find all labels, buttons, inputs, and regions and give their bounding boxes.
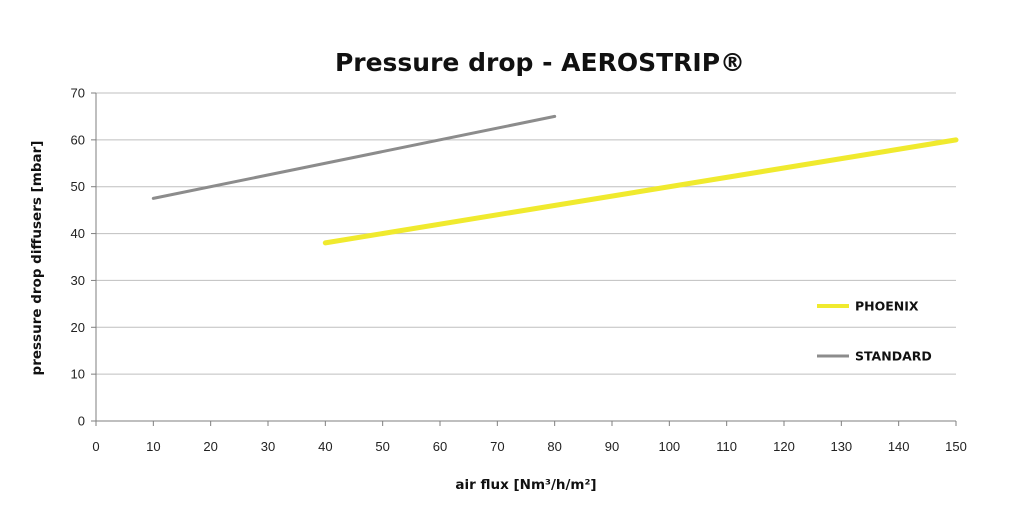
x-tick-label-130: 130 [830,439,852,454]
grid-lines [96,92,956,375]
x-tick-label-30: 30 [261,439,275,454]
x-tick-label-0: 0 [92,439,99,454]
y-tick-label-10: 10 [71,367,85,382]
x-tick-label-80: 80 [547,439,561,454]
x-tick-label-50: 50 [375,439,389,454]
chart-title: Pressure drop - AEROSTRIP® [335,48,745,77]
series-line-phoenix [322,137,959,246]
legend: PHOENIX STANDARD [817,299,932,364]
y-tick-label-30: 30 [71,273,85,288]
x-tick-label-120: 120 [773,439,795,454]
x-tick-labels: 0 10 20 30 40 50 60 70 80 90 100 110 120 130 140 150 [92,439,966,454]
axes [91,92,957,426]
x-axis-label: air flux [Nm³/h/m²] [455,477,596,493]
x-tick-label-110: 110 [716,439,737,454]
x-tick-label-70: 70 [490,439,504,454]
x-tick-label-10: 10 [146,439,160,454]
x-tick-label-20: 20 [203,439,217,454]
y-tick-label-70: 70 [71,86,85,101]
y-axis-label: pressure drop diffusers [mbar] [29,141,45,376]
y-tick-label-20: 20 [71,320,85,335]
series-line-standard [151,114,557,200]
legend-label-standard: STANDARD [855,349,932,364]
x-tick-label-90: 90 [605,439,619,454]
y-tick-label-50: 50 [71,179,85,194]
y-tick-label-40: 40 [71,226,85,241]
series-lines [151,114,959,246]
x-tick-label-60: 60 [433,439,447,454]
legend-label-phoenix: PHOENIX [855,299,919,314]
y-tick-label-60: 60 [71,132,85,147]
x-tick-label-40: 40 [318,439,332,454]
x-tick-label-140: 140 [888,439,910,454]
y-tick-label-0: 0 [78,414,85,429]
x-tick-label-150: 150 [945,439,967,454]
x-tick-label-100: 100 [658,439,680,454]
y-tick-labels: 0 10 20 30 40 50 60 70 [71,86,85,429]
